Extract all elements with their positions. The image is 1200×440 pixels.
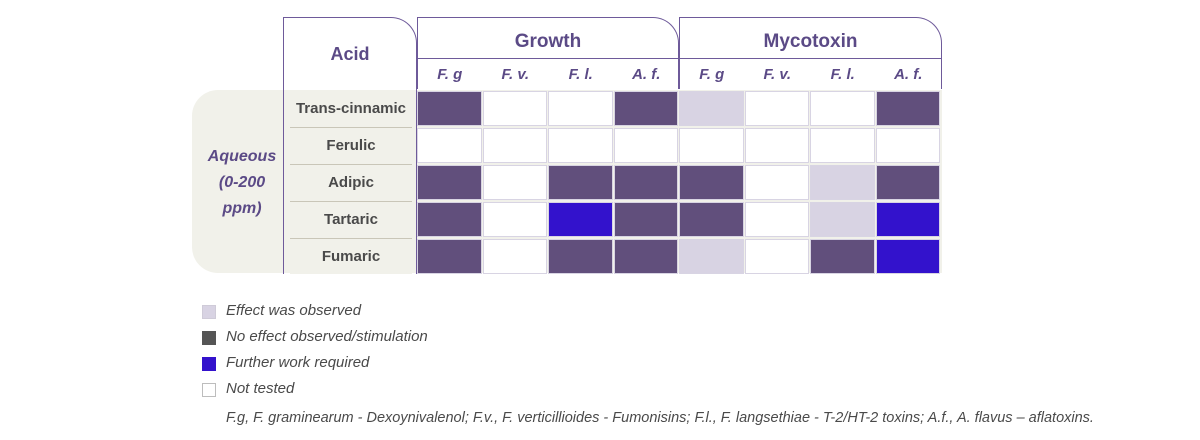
column-header: A. f. <box>632 66 661 83</box>
matrix-cell <box>744 202 809 237</box>
row-separator <box>290 201 412 202</box>
matrix-cell <box>810 202 875 237</box>
matrix-cell <box>744 128 809 163</box>
row-group-label-line3: ppm) <box>222 200 262 217</box>
legend-label-no-effect: No effect observed/stimulation <box>226 328 428 345</box>
row-label-adipic: Adipic <box>290 165 412 200</box>
matrix-cell <box>875 91 940 126</box>
matrix-cell <box>810 128 875 163</box>
matrix-cell <box>875 165 940 200</box>
column-header: F. g <box>699 66 725 83</box>
legend-label-not-tested: Not tested <box>226 380 295 397</box>
row-group-label-line1: Aqueous <box>207 148 277 165</box>
legend-label-effect: Effect was observed <box>226 302 362 319</box>
row-label-fumaric: Fumaric <box>290 239 412 274</box>
matrix-cell <box>810 239 875 274</box>
growth-group-header: Growth <box>417 17 679 89</box>
matrix-cell <box>548 91 613 126</box>
mycotoxin-group-header: Mycotoxin <box>679 17 942 89</box>
row-label-ferulic: Ferulic <box>290 128 412 163</box>
acid-column-title: Acid <box>330 44 370 64</box>
matrix-cell <box>482 202 547 237</box>
mycotoxin-group-title: Mycotoxin <box>763 31 858 52</box>
row-label-trans-cinnamic: Trans-cinnamic <box>290 91 412 126</box>
matrix-cell <box>482 91 547 126</box>
row-group-label-line2: (0-200 <box>218 174 266 191</box>
matrix-cell <box>417 165 482 200</box>
matrix-cell <box>548 165 613 200</box>
matrix-cell <box>679 239 744 274</box>
group-divider <box>680 58 941 59</box>
column-header: A. f. <box>894 66 923 83</box>
footnote: F.g, F. graminearum - Dexoynivalenol; F.… <box>226 410 1094 426</box>
legend-swatch-not-tested <box>202 383 216 397</box>
matrix-cell <box>417 91 482 126</box>
column-header: F. l. <box>568 66 593 83</box>
matrix-cell <box>613 165 678 200</box>
row-separator <box>290 127 412 128</box>
row-label-tartaric: Tartaric <box>290 202 412 237</box>
column-header: F. l. <box>830 66 855 83</box>
matrix-cell <box>679 128 744 163</box>
matrix-cell <box>875 202 940 237</box>
matrix-cell <box>613 239 678 274</box>
matrix-cell <box>548 128 613 163</box>
matrix-cell <box>744 239 809 274</box>
legend-swatch-no-effect <box>202 331 216 345</box>
matrix-cell <box>810 91 875 126</box>
matrix-cell <box>482 128 547 163</box>
legend-swatch-further-work <box>202 357 216 371</box>
matrix-cell <box>613 128 678 163</box>
matrix-cell <box>744 165 809 200</box>
growth-group-title: Growth <box>514 31 582 52</box>
legend-label-further-work: Further work required <box>226 354 370 371</box>
matrix-cell <box>417 202 482 237</box>
matrix-cell <box>548 202 613 237</box>
column-header: F. v. <box>501 66 530 83</box>
row-separator <box>290 238 412 239</box>
group-divider <box>418 58 678 59</box>
matrix-cell <box>417 239 482 274</box>
legend-swatch-effect <box>202 305 216 319</box>
matrix-cell <box>679 91 744 126</box>
matrix-cell <box>875 128 940 163</box>
matrix-cell <box>548 239 613 274</box>
matrix-cell <box>744 91 809 126</box>
column-header: F. g <box>437 66 463 83</box>
matrix-cell <box>679 165 744 200</box>
column-header: F. v. <box>763 66 792 83</box>
row-separator <box>290 164 412 165</box>
matrix-cell <box>810 165 875 200</box>
row-group-label: Aqueous (0-200 ppm) <box>192 144 292 224</box>
matrix-cell <box>417 128 482 163</box>
acid-column-panel <box>283 17 417 274</box>
matrix-cell <box>613 202 678 237</box>
matrix-cell <box>613 91 678 126</box>
matrix-cell <box>875 239 940 274</box>
matrix-cell <box>679 202 744 237</box>
matrix-cell <box>482 165 547 200</box>
matrix-cell <box>482 239 547 274</box>
